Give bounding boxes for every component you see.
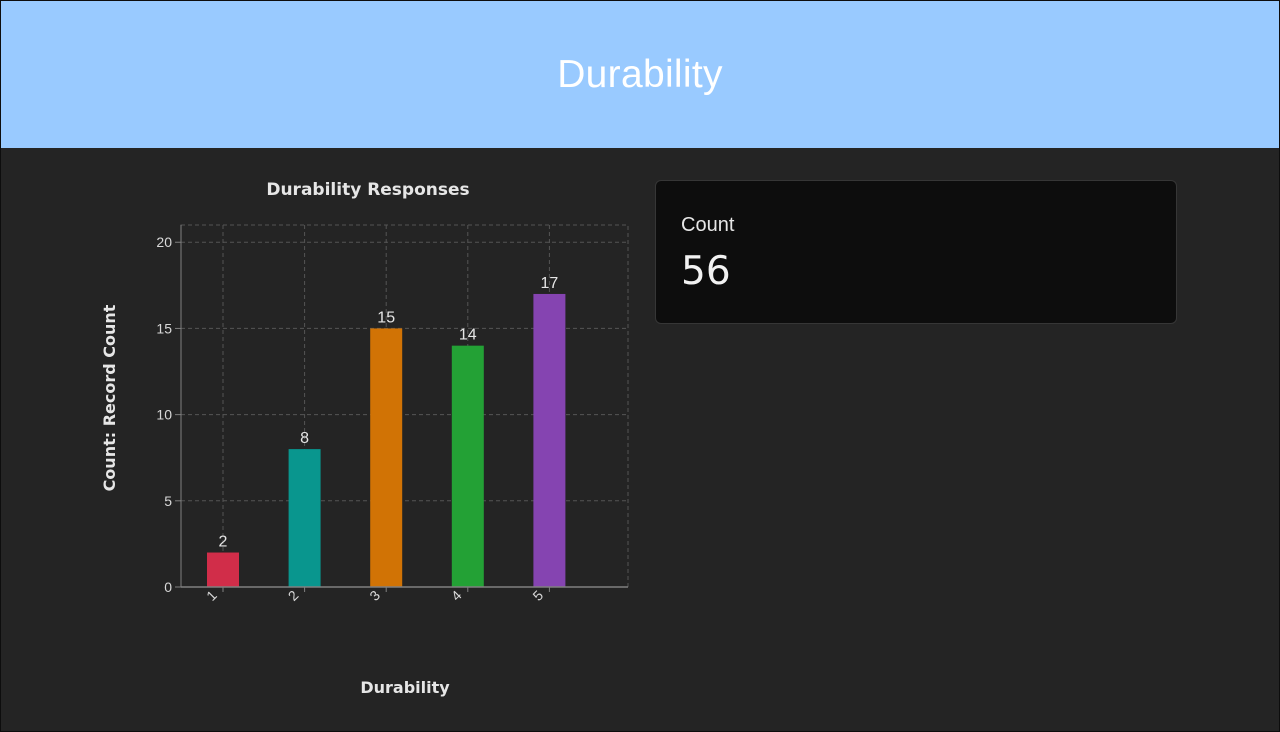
chart-title: Durability Responses [266,180,469,200]
data-label: 15 [377,309,395,326]
bar [370,328,403,587]
y-tick-label: 15 [156,320,172,336]
bar [207,552,239,587]
bar [451,345,484,587]
data-label: 14 [459,327,477,344]
y-tick-label: 5 [164,493,172,509]
y-tick-label: 10 [156,407,172,423]
y-axis-title: Count: Record Count [100,304,119,491]
x-tick-label: 1 [203,587,220,604]
x-tick-label: 3 [366,587,383,604]
x-axis-title: Durability [360,678,450,697]
metric-label: Count [681,214,735,236]
x-tick-label: 2 [285,587,302,604]
y-tick-label: 20 [156,234,172,250]
data-label: 2 [219,534,228,551]
x-tick-label: 5 [529,587,546,604]
page-header: Durability [1,1,1279,148]
data-label: 8 [300,430,309,447]
metric-value: 56 [681,249,731,294]
x-tick-label: 4 [448,587,465,604]
y-tick-label: 0 [164,579,172,595]
data-label: 17 [541,275,559,292]
bar [533,293,566,587]
metric-card: Count 56 [655,180,1177,324]
bar-chart: 0 5 10 15 20 2 1 8 2 15 3 14 4 17 5 Durability Response… [100,180,629,697]
bar [288,449,321,587]
chart-panel: 0 5 10 15 20 2 1 8 2 15 3 14 4 17 5 Durability Response… [88,168,648,708]
page-title: Durability [557,52,723,96]
